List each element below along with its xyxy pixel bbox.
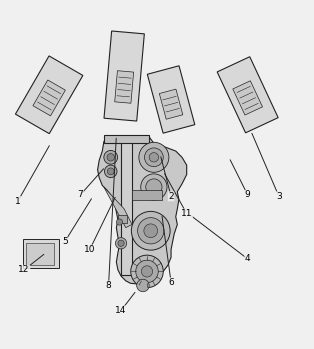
Polygon shape <box>233 81 263 115</box>
Text: 14: 14 <box>115 306 127 315</box>
Circle shape <box>105 165 117 178</box>
Bar <box>118 215 127 223</box>
Circle shape <box>131 255 163 288</box>
Polygon shape <box>98 137 187 284</box>
Circle shape <box>141 266 153 277</box>
Polygon shape <box>217 57 278 133</box>
Polygon shape <box>15 56 83 134</box>
Bar <box>23 239 58 268</box>
Circle shape <box>139 142 169 172</box>
Bar <box>132 190 162 200</box>
Text: 6: 6 <box>168 278 174 287</box>
Circle shape <box>137 279 149 292</box>
Circle shape <box>131 211 170 250</box>
Circle shape <box>141 174 167 200</box>
Circle shape <box>107 168 114 175</box>
Polygon shape <box>147 66 195 133</box>
Bar <box>26 243 54 265</box>
Circle shape <box>118 240 124 246</box>
Text: 8: 8 <box>106 281 111 290</box>
Text: 1: 1 <box>15 196 21 206</box>
Circle shape <box>136 260 158 283</box>
Circle shape <box>116 238 127 249</box>
Circle shape <box>149 153 159 162</box>
Polygon shape <box>115 71 134 103</box>
Circle shape <box>116 219 122 225</box>
Circle shape <box>144 148 163 167</box>
Circle shape <box>138 218 164 244</box>
Text: 11: 11 <box>181 209 192 218</box>
Text: 7: 7 <box>78 190 83 199</box>
Polygon shape <box>159 89 183 119</box>
Text: 4: 4 <box>245 254 251 263</box>
Text: 3: 3 <box>276 192 282 201</box>
Circle shape <box>107 154 115 161</box>
Polygon shape <box>33 80 65 116</box>
Polygon shape <box>104 135 149 143</box>
Text: 2: 2 <box>168 192 174 201</box>
Text: 10: 10 <box>84 245 95 254</box>
Text: 5: 5 <box>62 237 68 246</box>
Text: 9: 9 <box>245 190 251 199</box>
Circle shape <box>144 224 158 238</box>
Circle shape <box>146 179 162 195</box>
Bar <box>121 137 132 275</box>
Circle shape <box>104 150 118 164</box>
Polygon shape <box>104 31 144 121</box>
Polygon shape <box>104 187 132 228</box>
Text: 12: 12 <box>19 265 30 274</box>
